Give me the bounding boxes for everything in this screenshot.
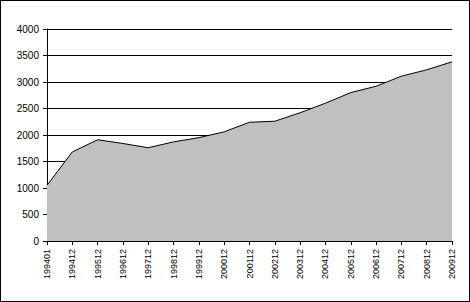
svg-text:200912: 200912: [447, 249, 457, 279]
svg-text:4000: 4000: [17, 24, 40, 35]
svg-text:200712: 200712: [396, 249, 406, 279]
svg-text:200112: 200112: [245, 249, 255, 278]
svg-text:500: 500: [22, 209, 39, 220]
svg-text:199912: 199912: [194, 249, 204, 279]
svg-text:0: 0: [33, 236, 39, 247]
svg-text:200512: 200512: [346, 249, 356, 279]
svg-text:3500: 3500: [17, 50, 40, 61]
svg-text:199712: 199712: [143, 249, 153, 279]
svg-text:3000: 3000: [17, 77, 40, 88]
svg-text:2000: 2000: [17, 130, 40, 141]
svg-text:200612: 200612: [371, 249, 381, 279]
svg-text:1000: 1000: [17, 183, 40, 194]
svg-text:199512: 199512: [93, 249, 103, 279]
svg-text:1500: 1500: [17, 156, 40, 167]
svg-text:199401: 199401: [42, 249, 52, 279]
svg-text:200212: 200212: [270, 249, 280, 279]
svg-text:200412: 200412: [320, 249, 330, 279]
svg-text:199812: 199812: [169, 249, 179, 279]
svg-text:200012: 200012: [219, 249, 229, 279]
svg-text:199612: 199612: [118, 249, 128, 279]
svg-text:2500: 2500: [17, 103, 40, 114]
svg-text:199412: 199412: [67, 249, 77, 279]
svg-text:200812: 200812: [422, 249, 432, 279]
svg-text:200312: 200312: [295, 249, 305, 279]
